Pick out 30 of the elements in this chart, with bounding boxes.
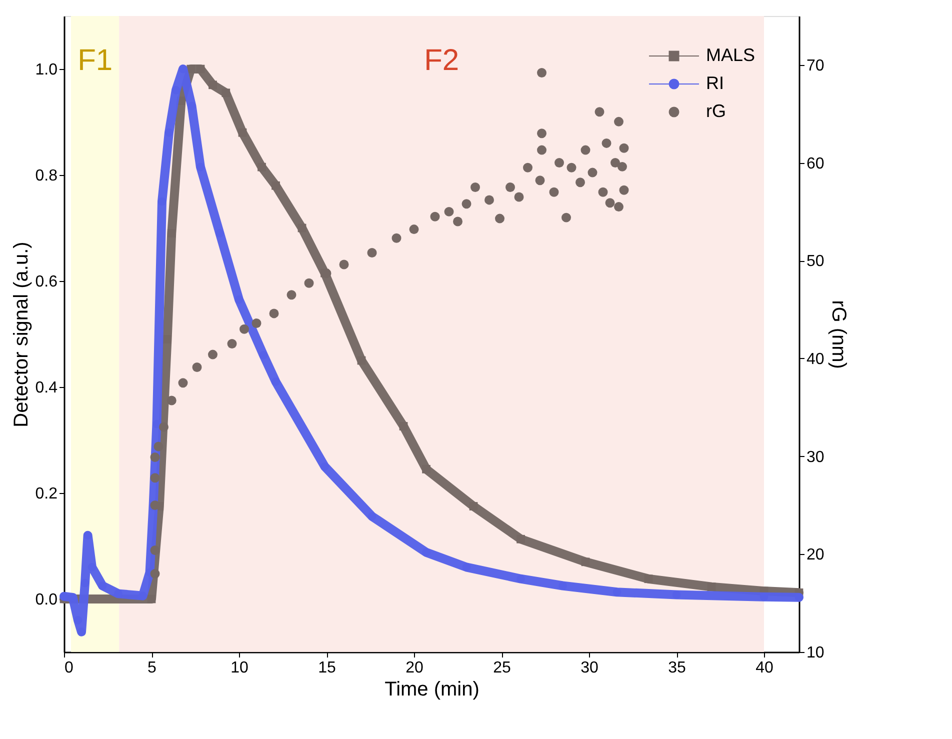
band-label: F1: [78, 44, 113, 77]
y2-tick-label: 40: [806, 350, 824, 368]
y-tick-label: 0.2: [35, 486, 58, 502]
x-tick-label: 5: [148, 660, 157, 676]
x-tick-label: 0: [64, 660, 74, 676]
band-label: F2: [424, 44, 460, 77]
y2-axis-title: rG (nm): [827, 300, 850, 369]
legend-label: rG: [706, 101, 726, 121]
x-axis-title: Time (min): [384, 678, 480, 700]
y2-tick-label: 60: [806, 155, 824, 172]
legend-label: RI: [706, 73, 724, 93]
y-tick-label: 0.8: [35, 168, 58, 184]
x-tick-label: 10: [230, 660, 248, 676]
x-tick-label: 30: [580, 660, 598, 676]
y2-tick-label: 20: [806, 546, 824, 564]
y-tick-label: 1.0: [35, 62, 58, 78]
x-tick-label: 25: [493, 660, 511, 676]
legend-label: MALS: [706, 45, 756, 65]
y2-tick-label: 30: [806, 448, 824, 466]
y-tick-label: 0.4: [35, 380, 58, 396]
y-axis-title: Detector signal (a.u.): [10, 242, 32, 428]
y-tick-label: 0.0: [35, 592, 58, 608]
y-tick-label: 0.6: [35, 274, 58, 290]
x-tick-label: 15: [318, 660, 336, 676]
y2-tick-label: 10: [806, 644, 824, 662]
y2-tick-label: 70: [806, 57, 824, 74]
x-tick-label: 20: [406, 660, 424, 676]
y2-tick-label: 50: [806, 253, 824, 270]
x-tick-label: 40: [756, 660, 774, 676]
x-tick-label: 35: [668, 660, 686, 676]
